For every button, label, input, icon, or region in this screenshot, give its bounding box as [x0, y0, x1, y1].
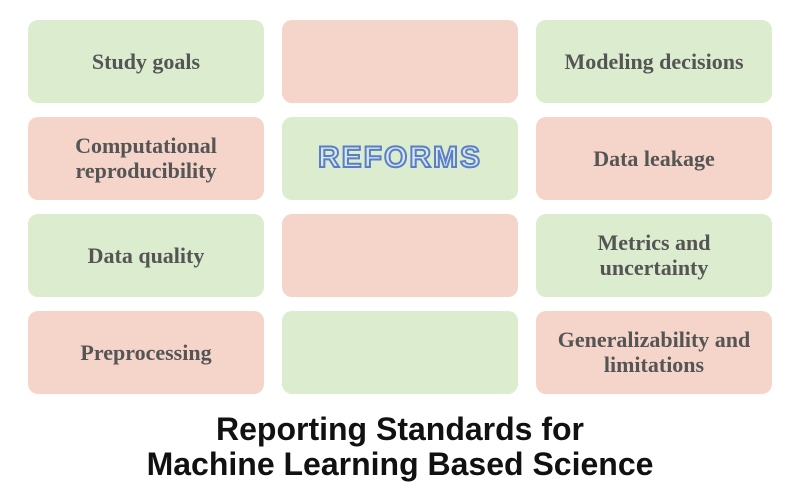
tile-label: Generalizability and limitations	[546, 327, 762, 378]
tile-2: Modeling decisions	[536, 20, 772, 103]
title-line-2: Machine Learning Based Science	[28, 447, 772, 482]
tile-6: Data quality	[28, 214, 264, 297]
tile-label: Preprocessing	[80, 340, 211, 365]
title-line-1: Reporting Standards for	[28, 412, 772, 447]
reforms-logo-text: REFORMS	[318, 141, 482, 176]
tile-11: Generalizability and limitations	[536, 311, 772, 394]
tile-1	[282, 20, 518, 103]
tile-label: Data leakage	[593, 146, 715, 171]
footer-title: Reporting Standards for Machine Learning…	[28, 394, 772, 486]
tile-7	[282, 214, 518, 297]
tile-grid: Study goals Modeling decisions Computation…	[28, 20, 772, 394]
infographic-container: Study goals Modeling decisions Computation…	[0, 0, 800, 500]
tile-label: Study goals	[92, 49, 200, 74]
tile-label: Computational reproducibility	[38, 133, 254, 184]
tile-3: Computational reproducibility	[28, 117, 264, 200]
tile-5: Data leakage	[536, 117, 772, 200]
tile-10	[282, 311, 518, 394]
tile-8: Metrics and uncertainty	[536, 214, 772, 297]
tile-4: REFORMS	[282, 117, 518, 200]
tile-label: Metrics and uncertainty	[546, 230, 762, 281]
tile-0: Study goals	[28, 20, 264, 103]
tile-9: Preprocessing	[28, 311, 264, 394]
tile-label: Data quality	[88, 243, 205, 268]
tile-label: Modeling decisions	[564, 49, 743, 74]
